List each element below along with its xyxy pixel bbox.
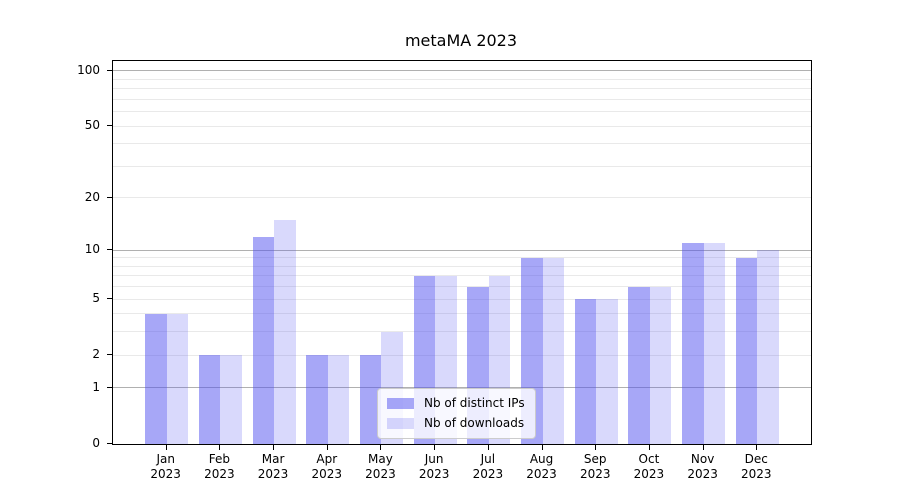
y-tick-mark-2 — [107, 354, 112, 356]
y-tick-mark-5 — [107, 298, 112, 300]
x-tick-label-dec: Dec 2023 — [741, 452, 772, 481]
bar-downloads-feb — [220, 355, 242, 444]
legend-label-downloads: Nb of downloads — [424, 416, 525, 430]
x-tick-label-nov: Nov 2023 — [687, 452, 718, 481]
bar-downloads-dec — [757, 250, 779, 444]
bar-downloads-sep — [596, 299, 618, 444]
x-tick-mark-jun — [434, 445, 436, 450]
y-tick-label-20: 20 — [84, 189, 100, 204]
x-tick-mark-feb — [219, 445, 221, 450]
x-tick-label-apr: Apr 2023 — [311, 452, 343, 481]
y-tick-label-5: 5 — [92, 291, 100, 306]
x-tick-mark-aug — [541, 445, 543, 450]
gridline-40 — [113, 143, 811, 145]
y-tick-mark-100 — [107, 69, 112, 71]
x-tick-mark-mar — [273, 445, 275, 450]
gridline-60 — [113, 111, 811, 113]
gridline-10 — [113, 249, 811, 251]
gridline-7 — [113, 275, 811, 277]
gridline-8 — [113, 265, 811, 267]
x-tick-label-jun: Jun 2023 — [418, 452, 450, 481]
bar-distinct-ips-apr — [306, 355, 328, 444]
bar-downloads-apr — [327, 355, 350, 444]
y-tick-label-10: 10 — [84, 242, 100, 257]
plot-inner — [113, 61, 811, 444]
x-tick-label-mar: Mar 2023 — [257, 452, 289, 481]
bar-distinct-ips-dec — [735, 257, 758, 444]
gridline-80 — [113, 88, 811, 90]
gridline-50 — [113, 125, 811, 127]
gridline-9 — [113, 257, 811, 259]
x-tick-mark-oct — [648, 445, 650, 450]
y-tick-label-2: 2 — [92, 347, 100, 362]
gridline-100 — [113, 70, 811, 72]
y-tick-mark-50 — [107, 125, 112, 127]
y-tick-mark-1 — [107, 386, 112, 388]
x-tick-label-jan: Jan 2023 — [150, 452, 181, 481]
bar-distinct-ips-mar — [252, 236, 275, 444]
legend-swatch-downloads-icon — [387, 418, 414, 429]
x-tick-label-feb: Feb 2023 — [204, 452, 235, 481]
bar-downloads-mar — [274, 219, 296, 444]
y-tick-label-1: 1 — [92, 379, 100, 394]
x-tick-mark-nov — [702, 445, 704, 450]
x-tick-mark-jul — [487, 445, 489, 450]
bar-distinct-ips-may — [359, 355, 382, 444]
legend-item-distinct-ips: Nb of distinct IPs — [387, 394, 525, 413]
legend-swatch-distinct-ips-icon — [387, 398, 414, 409]
gridline-90 — [113, 78, 811, 80]
gridline-30 — [113, 165, 811, 167]
bar-downloads-aug — [542, 257, 565, 444]
x-tick-mark-dec — [756, 445, 758, 450]
bar-downloads-oct — [649, 286, 672, 444]
gridline-6 — [113, 286, 811, 288]
y-tick-mark-20 — [107, 196, 112, 198]
chart-title: metaMA 2023 — [404, 31, 518, 50]
bar-downloads-nov — [703, 243, 726, 444]
x-tick-label-jul: Jul 2023 — [472, 452, 504, 481]
bar-downloads-jan — [166, 313, 189, 444]
legend-item-downloads: Nb of downloads — [387, 414, 525, 433]
bar-distinct-ips-oct — [628, 286, 650, 444]
x-tick-mark-sep — [595, 445, 597, 450]
gridline-5 — [113, 298, 811, 300]
y-tick-mark-0 — [107, 443, 112, 444]
gridline-4 — [113, 313, 811, 315]
x-tick-label-may: May 2023 — [365, 452, 396, 481]
bar-distinct-ips-sep — [574, 299, 597, 444]
gridline-2 — [113, 354, 811, 356]
legend-label-distinct-ips: Nb of distinct IPs — [424, 396, 525, 410]
y-tick-label-100: 100 — [77, 62, 100, 77]
x-tick-label-oct: Oct 2023 — [633, 452, 665, 481]
gridline-70 — [113, 98, 811, 100]
x-tick-mark-may — [380, 445, 382, 450]
bar-distinct-ips-feb — [198, 355, 221, 444]
y-tick-label-50: 50 — [84, 118, 100, 133]
y-tick-mark-10 — [107, 249, 112, 251]
y-tick-label-0: 0 — [92, 436, 100, 450]
bar-distinct-ips-jan — [145, 313, 167, 444]
x-tick-label-aug: Aug 2023 — [526, 452, 557, 481]
x-tick-label-sep: Sep 2023 — [579, 452, 611, 481]
bar-distinct-ips-nov — [682, 243, 704, 444]
x-tick-mark-jan — [165, 445, 167, 450]
x-tick-mark-apr — [326, 445, 328, 450]
legend: Nb of distinct IPs Nb of downloads — [377, 388, 536, 439]
plot-area — [112, 60, 812, 445]
gridline-3 — [113, 331, 811, 333]
gridline-1 — [113, 387, 811, 389]
gridline-20 — [113, 197, 811, 199]
